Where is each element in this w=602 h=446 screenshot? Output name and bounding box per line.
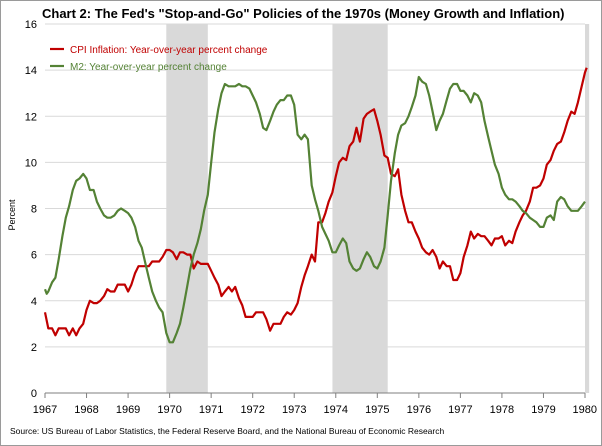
- chart-source: Source: US Bureau of Labor Statistics, t…: [10, 426, 445, 436]
- y-tick-label: 14: [25, 65, 37, 77]
- x-tick-label: 1975: [365, 404, 389, 416]
- y-tick-label: 10: [25, 157, 37, 169]
- series-line-cpi: [43, 67, 588, 337]
- x-tick-label: 1980: [573, 404, 597, 416]
- series-lines: [43, 67, 588, 344]
- x-tick-label: 1973: [282, 404, 306, 416]
- y-tick-label: 0: [31, 388, 37, 400]
- y-tick-label: 12: [25, 111, 37, 123]
- y-axis-label: Percent: [7, 199, 17, 231]
- y-tick-label: 4: [31, 296, 37, 308]
- x-tick-label: 1979: [531, 404, 555, 416]
- x-tick-label: 1978: [490, 404, 514, 416]
- y-tick-label: 8: [31, 204, 37, 216]
- recession-bar-2: [585, 24, 590, 393]
- x-tick-label: 1977: [448, 404, 472, 416]
- y-tick-label: 6: [31, 250, 37, 262]
- axes: 0 2 4 6 8 10 12 14 16 1967 1968 1969 1970 1971 1972 197…: [25, 19, 597, 416]
- x-tick-label: 1974: [324, 404, 348, 416]
- legend-label-m2: M2: Year-over-year percent change: [70, 62, 227, 73]
- series-line-m2: [43, 75, 586, 344]
- x-tick-label: 1976: [407, 404, 431, 416]
- y-tick-label: 16: [25, 19, 37, 31]
- y-tick-label: 2: [31, 342, 37, 354]
- legend-label-cpi: CPI Inflation: Year-over-year percent ch…: [70, 45, 268, 56]
- legend: CPI Inflation: Year-over-year percent ch…: [50, 45, 268, 73]
- x-tick-label: 1967: [33, 404, 57, 416]
- x-tick-label: 1971: [199, 404, 223, 416]
- x-tick-label: 1969: [116, 404, 140, 416]
- x-tick-label: 1970: [157, 404, 181, 416]
- chart-title: Chart 2: The Fed's "Stop-and-Go" Policie…: [42, 6, 565, 21]
- x-tick-label: 1968: [74, 404, 98, 416]
- x-tick-label: 1972: [240, 404, 264, 416]
